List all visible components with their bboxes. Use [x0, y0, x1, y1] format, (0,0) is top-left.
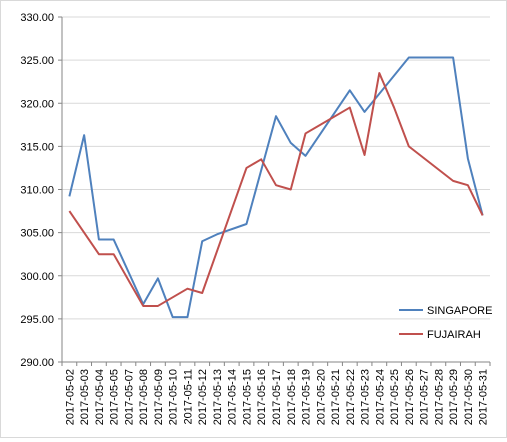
y-tick-label: 305.00	[20, 228, 54, 240]
legend-label: SINGAPORE	[427, 305, 492, 317]
x-tick-label: 2017-05-26	[404, 369, 416, 425]
y-tick-label: 295.00	[20, 314, 54, 326]
gridlines	[62, 17, 490, 362]
y-tick-label: 325.00	[20, 55, 54, 67]
x-tick-label: 2017-05-16	[256, 369, 268, 425]
x-tick-label: 2017-05-21	[330, 369, 342, 425]
y-tick-label: 315.00	[20, 141, 54, 153]
series-lines	[69, 58, 482, 318]
x-tick-label: 2017-05-02	[64, 369, 76, 425]
series-line-singapore	[69, 58, 482, 318]
y-tick-label: 330.00	[20, 12, 54, 24]
x-tick-label: 2017-05-11	[182, 369, 194, 424]
x-tick-label: 2017-05-22	[345, 369, 357, 425]
x-tick-label: 2017-05-19	[301, 369, 313, 425]
x-tick-label: 2017-05-23	[360, 369, 372, 425]
x-tick-label: 2017-05-10	[168, 369, 180, 425]
x-tick-label: 2017-05-20	[315, 369, 327, 425]
y-tick-label: 300.00	[20, 271, 54, 283]
x-tick-label: 2017-05-05	[109, 369, 121, 425]
x-tick-label: 2017-05-18	[286, 369, 298, 425]
x-tick-label: 2017-05-28	[433, 369, 445, 425]
x-tick-label: 2017-05-04	[94, 369, 106, 425]
x-tick-label: 2017-05-31	[478, 369, 490, 425]
y-tick-label: 310.00	[20, 185, 54, 197]
x-tick-label: 2017-05-15	[241, 369, 253, 425]
x-tick-label: 2017-05-08	[138, 369, 150, 425]
x-tick-label: 2017-05-17	[271, 369, 283, 425]
x-tick-label: 2017-05-29	[448, 369, 460, 425]
x-tick-label: 2017-05-24	[374, 369, 386, 425]
x-tick-label: 2017-05-09	[153, 369, 165, 425]
y-tick-label: 290.00	[20, 357, 54, 369]
x-tick-label: 2017-05-12	[197, 369, 209, 425]
x-tick-label: 2017-05-27	[419, 369, 431, 425]
y-axis-tick-labels: 290.00 295.00 300.00 305.00 310.00 315.00 320.…	[20, 12, 62, 369]
x-tick-label: 2017-05-07	[123, 369, 135, 425]
legend-label: FUJAIRAH	[427, 329, 481, 341]
y-tick-label: 320.00	[20, 98, 54, 110]
x-tick-label: 2017-05-25	[389, 369, 401, 425]
x-tick-label: 2017-05-13	[212, 369, 224, 425]
x-tick-label: 2017-05-03	[79, 369, 91, 425]
x-tick-label: 2017-05-14	[227, 369, 239, 425]
x-tick-label: 2017-05-30	[463, 369, 475, 425]
legend: SINGAPORE FUJAIRAH	[399, 305, 492, 341]
